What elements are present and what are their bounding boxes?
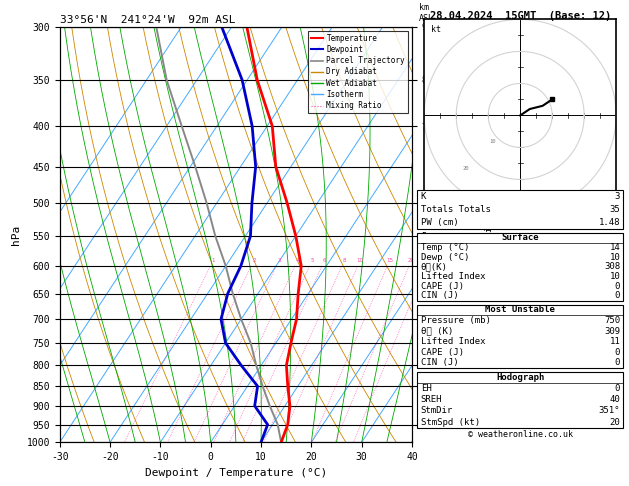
Text: Dewp (°C): Dewp (°C) bbox=[421, 253, 469, 261]
Text: 0: 0 bbox=[615, 347, 620, 357]
Text: 20: 20 bbox=[610, 417, 620, 427]
Text: 0: 0 bbox=[615, 282, 620, 291]
Text: 308: 308 bbox=[604, 262, 620, 271]
Text: 35: 35 bbox=[610, 205, 620, 214]
Text: θᴇ (K): θᴇ (K) bbox=[421, 327, 453, 335]
Text: 33°56'N  241°24'W  92m ASL: 33°56'N 241°24'W 92m ASL bbox=[60, 15, 235, 25]
Text: 2: 2 bbox=[252, 258, 255, 262]
Text: EH: EH bbox=[421, 384, 431, 393]
Text: 28.04.2024  15GMT  (Base: 12): 28.04.2024 15GMT (Base: 12) bbox=[430, 11, 611, 21]
Text: CAPE (J): CAPE (J) bbox=[421, 282, 464, 291]
Text: θᴇ(K): θᴇ(K) bbox=[421, 262, 448, 271]
Text: 5: 5 bbox=[311, 258, 314, 262]
Text: 11: 11 bbox=[610, 337, 620, 346]
Text: 3: 3 bbox=[615, 192, 620, 201]
Text: Hodograph: Hodograph bbox=[496, 373, 544, 382]
Text: 1: 1 bbox=[211, 258, 215, 262]
X-axis label: Dewpoint / Temperature (°C): Dewpoint / Temperature (°C) bbox=[145, 468, 327, 478]
Text: Temp (°C): Temp (°C) bbox=[421, 243, 469, 252]
Text: Lifted Index: Lifted Index bbox=[421, 272, 486, 281]
Text: Totals Totals: Totals Totals bbox=[421, 205, 491, 214]
Text: 309: 309 bbox=[604, 327, 620, 335]
Text: 0: 0 bbox=[615, 384, 620, 393]
Text: CIN (J): CIN (J) bbox=[421, 292, 459, 300]
Text: 1.48: 1.48 bbox=[599, 218, 620, 227]
Text: StmSpd (kt): StmSpd (kt) bbox=[421, 417, 480, 427]
Text: 6: 6 bbox=[323, 258, 326, 262]
Text: 750: 750 bbox=[604, 316, 620, 325]
Text: 10: 10 bbox=[610, 253, 620, 261]
Text: Pressure (mb): Pressure (mb) bbox=[421, 316, 491, 325]
Text: 3: 3 bbox=[277, 258, 281, 262]
Legend: Temperature, Dewpoint, Parcel Trajectory, Dry Adiabat, Wet Adiabat, Isotherm, Mi: Temperature, Dewpoint, Parcel Trajectory… bbox=[308, 31, 408, 113]
Text: © weatheronline.co.uk: © weatheronline.co.uk bbox=[468, 430, 572, 439]
Text: kt: kt bbox=[431, 25, 440, 34]
Text: 8: 8 bbox=[343, 258, 346, 262]
Text: Most Unstable: Most Unstable bbox=[485, 306, 555, 314]
Text: 15: 15 bbox=[386, 258, 393, 262]
Text: K: K bbox=[421, 192, 426, 201]
Text: SREH: SREH bbox=[421, 395, 442, 404]
Text: PW (cm): PW (cm) bbox=[421, 218, 459, 227]
Text: 14: 14 bbox=[610, 243, 620, 252]
Text: CIN (J): CIN (J) bbox=[421, 358, 459, 367]
Text: 10: 10 bbox=[357, 258, 364, 262]
Text: CAPE (J): CAPE (J) bbox=[421, 347, 464, 357]
Text: 0: 0 bbox=[615, 292, 620, 300]
Text: 20: 20 bbox=[408, 258, 415, 262]
Text: 4: 4 bbox=[296, 258, 299, 262]
Text: Lifted Index: Lifted Index bbox=[421, 337, 486, 346]
Text: 20: 20 bbox=[462, 166, 469, 171]
Text: km
ASL: km ASL bbox=[419, 3, 434, 22]
Text: StmDir: StmDir bbox=[421, 406, 453, 416]
Text: 351°: 351° bbox=[599, 406, 620, 416]
Text: Mixing Ratio (g/kg): Mixing Ratio (g/kg) bbox=[485, 187, 494, 282]
Text: 10: 10 bbox=[610, 272, 620, 281]
Y-axis label: hPa: hPa bbox=[11, 225, 21, 244]
Text: 40: 40 bbox=[610, 395, 620, 404]
Text: 30: 30 bbox=[435, 193, 442, 198]
Text: 10: 10 bbox=[490, 139, 496, 144]
Text: 0: 0 bbox=[615, 358, 620, 367]
Text: Surface: Surface bbox=[501, 233, 539, 242]
